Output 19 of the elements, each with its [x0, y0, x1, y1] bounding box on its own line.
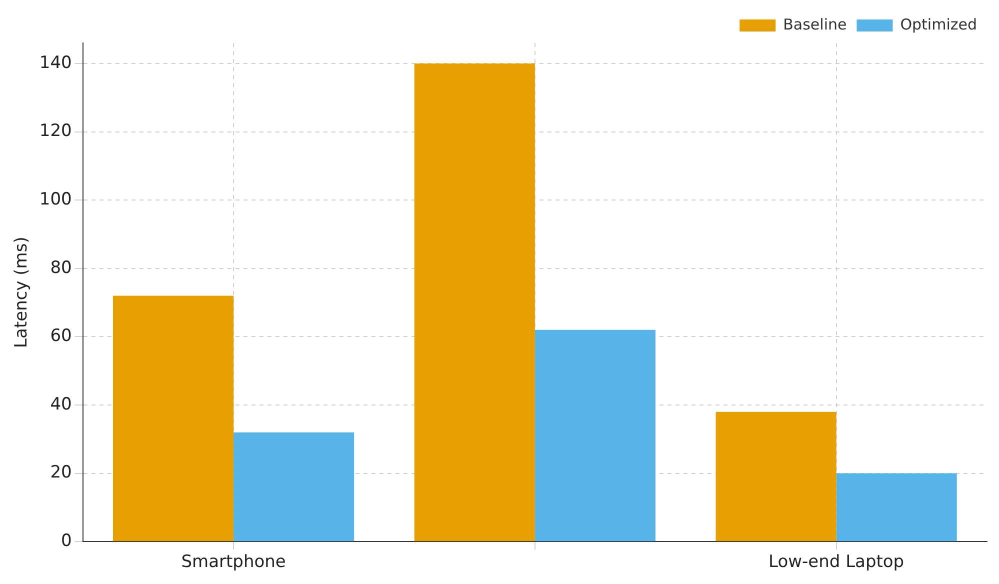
bar: [414, 63, 535, 542]
bar: [534, 330, 656, 542]
bar: [234, 432, 354, 542]
y-tick-label: 140: [39, 52, 72, 73]
legend-label: Baseline: [783, 15, 847, 34]
y-tick-label: 20: [50, 462, 72, 483]
y-tick-label: 80: [50, 258, 72, 278]
y-tick-label: 40: [50, 394, 72, 414]
y-tick-label: 120: [39, 121, 72, 142]
y-tick-label: 0: [61, 531, 72, 552]
y-axis-title: Latency (ms): [12, 236, 32, 348]
bar: [112, 296, 234, 542]
legend-label: Optimized: [900, 15, 977, 34]
x-tick-label: Smartphone: [181, 552, 286, 572]
y-tick-label: 60: [50, 326, 72, 346]
bar: [836, 473, 957, 542]
y-tick-label: 100: [39, 190, 72, 210]
bar: [716, 412, 836, 542]
x-tick-label: Low-end Laptop: [768, 552, 904, 572]
